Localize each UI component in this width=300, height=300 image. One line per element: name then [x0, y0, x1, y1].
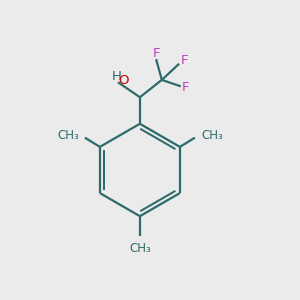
- Text: O: O: [118, 74, 129, 87]
- Text: CH₃: CH₃: [57, 129, 79, 142]
- Text: F: F: [152, 46, 160, 60]
- Text: CH₃: CH₃: [129, 242, 151, 255]
- Text: H: H: [112, 70, 122, 83]
- Text: F: F: [181, 54, 188, 67]
- Text: CH₃: CH₃: [201, 129, 223, 142]
- Text: F: F: [182, 82, 190, 94]
